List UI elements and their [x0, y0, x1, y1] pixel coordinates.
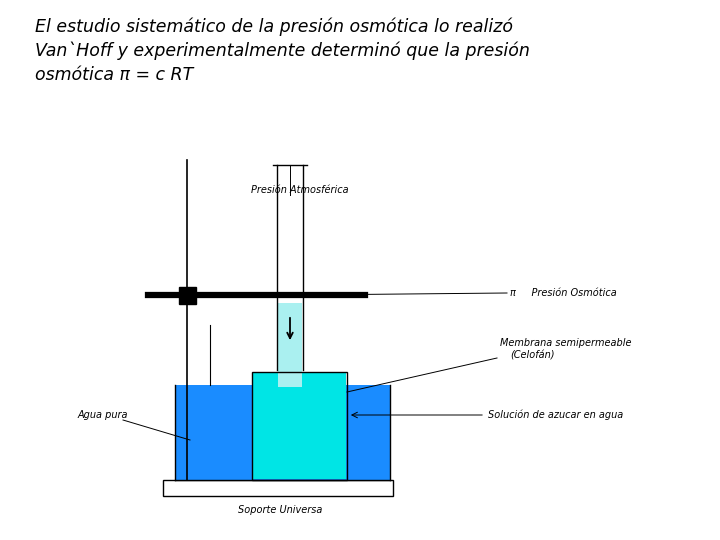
Bar	[278, 303, 302, 360]
Bar	[179, 287, 196, 303]
Text: (Celofán): (Celofán)	[510, 351, 554, 361]
Text: Membrana semipermeable: Membrana semipermeable	[500, 338, 631, 348]
Text: Agua pura: Agua pura	[78, 410, 128, 420]
Text: El estudio sistemático de la presión osmótica lo realizó: El estudio sistemático de la presión osm…	[35, 18, 513, 37]
Text: osmótica π = c RT: osmótica π = c RT	[35, 66, 193, 84]
Text: π     Presión Osmótica: π Presión Osmótica	[510, 288, 617, 298]
Bar	[278, 360, 302, 387]
Text: Solución de azucar en agua: Solución de azucar en agua	[488, 410, 624, 420]
Bar	[163, 480, 393, 496]
Text: Van`Hoff y experimentalmente determinó que la presión: Van`Hoff y experimentalmente determinó q…	[35, 42, 530, 60]
Bar	[253, 373, 346, 479]
Bar	[252, 372, 347, 480]
Text: Presión Atmosférica: Presión Atmosférica	[251, 185, 348, 195]
Text: Soporte Universa: Soporte Universa	[238, 505, 322, 515]
Bar	[175, 385, 390, 480]
